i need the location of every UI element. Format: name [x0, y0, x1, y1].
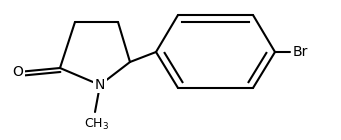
Text: O: O [13, 65, 24, 79]
Text: N: N [95, 78, 105, 92]
Text: CH$_3$: CH$_3$ [85, 117, 109, 132]
Text: Br: Br [293, 45, 308, 59]
